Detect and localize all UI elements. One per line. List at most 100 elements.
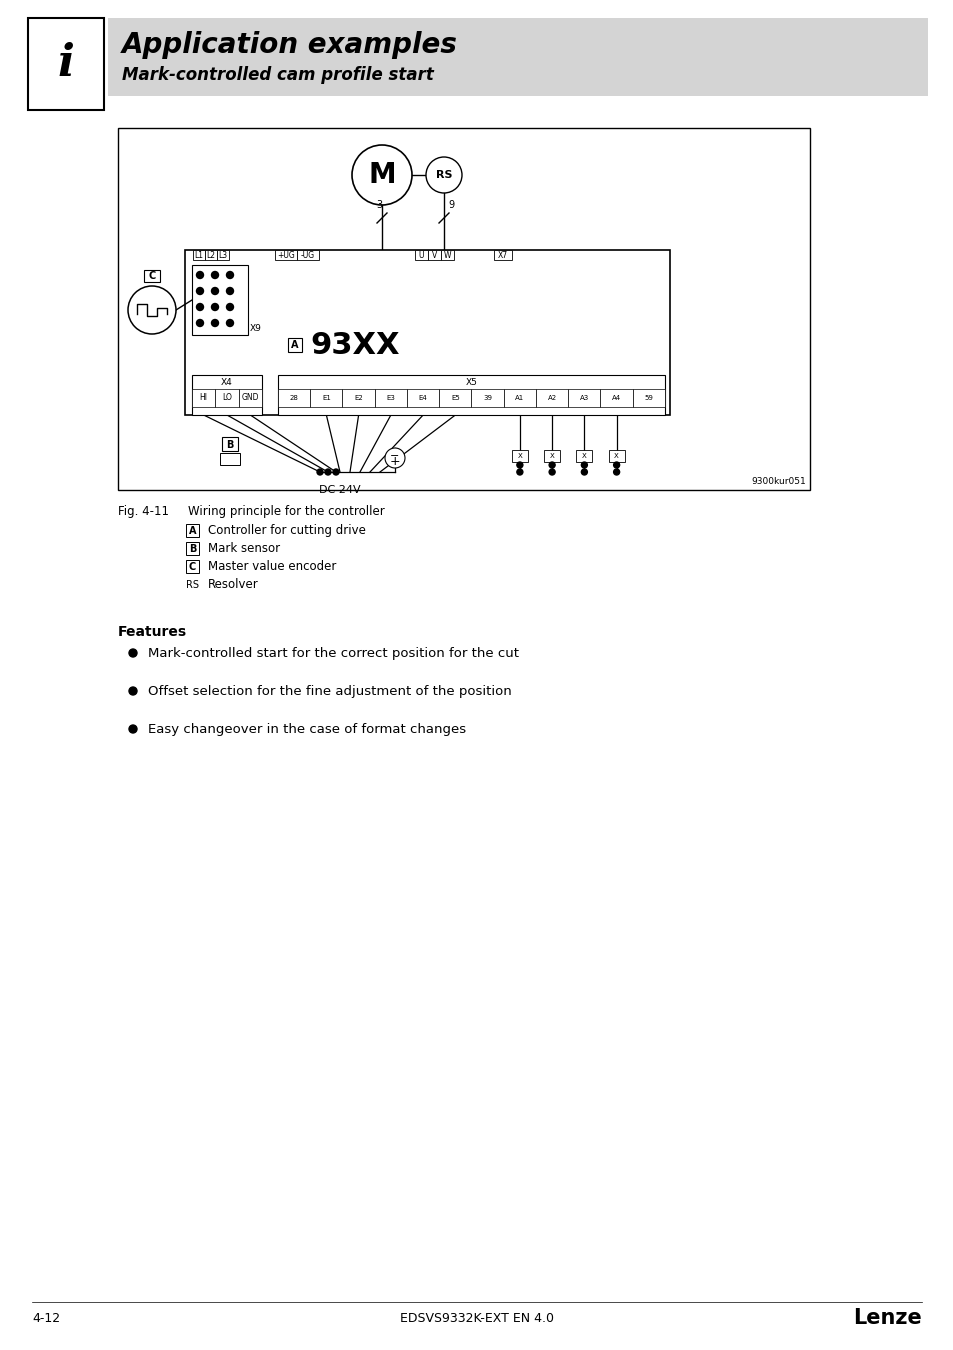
- Circle shape: [385, 448, 405, 468]
- Circle shape: [196, 271, 203, 278]
- Circle shape: [352, 144, 412, 205]
- Text: B: B: [189, 544, 196, 554]
- Bar: [494, 250, 512, 261]
- Text: 3: 3: [375, 200, 381, 211]
- Circle shape: [129, 725, 137, 733]
- Bar: [222, 437, 237, 451]
- Bar: [471, 389, 503, 406]
- Circle shape: [129, 649, 137, 657]
- Bar: [274, 250, 296, 261]
- Text: 59: 59: [644, 396, 653, 401]
- Text: X7: X7: [497, 251, 508, 259]
- Text: L1: L1: [194, 251, 203, 259]
- Text: A2: A2: [547, 396, 557, 401]
- Text: Mark-controlled start for the correct position for the cut: Mark-controlled start for the correct po…: [148, 647, 518, 660]
- Bar: [440, 250, 454, 261]
- Circle shape: [613, 468, 619, 475]
- Circle shape: [212, 288, 218, 294]
- Text: Wiring principle for the controller: Wiring principle for the controller: [188, 505, 384, 518]
- Text: +: +: [389, 455, 400, 468]
- Text: A3: A3: [579, 396, 588, 401]
- Text: E2: E2: [354, 396, 363, 401]
- Bar: [220, 454, 240, 464]
- Text: A4: A4: [612, 396, 620, 401]
- Bar: [186, 541, 199, 555]
- Text: RS: RS: [436, 170, 452, 180]
- Text: E1: E1: [321, 396, 331, 401]
- Circle shape: [580, 468, 587, 475]
- Text: W: W: [443, 251, 451, 259]
- Text: Mark-controlled cam profile start: Mark-controlled cam profile start: [122, 66, 434, 84]
- Bar: [576, 450, 592, 462]
- Bar: [192, 389, 215, 406]
- Text: X5: X5: [465, 378, 476, 387]
- Circle shape: [549, 462, 555, 468]
- Text: Features: Features: [118, 625, 187, 639]
- Circle shape: [212, 304, 218, 310]
- Text: Mark sensor: Mark sensor: [208, 541, 280, 555]
- Circle shape: [226, 271, 233, 278]
- Bar: [632, 389, 664, 406]
- Bar: [415, 250, 428, 261]
- Text: E4: E4: [418, 396, 427, 401]
- Circle shape: [128, 286, 175, 333]
- Bar: [108, 18, 927, 96]
- Bar: [216, 250, 229, 261]
- Text: X: X: [614, 454, 618, 459]
- Bar: [215, 389, 238, 406]
- Text: EDSVS9332K-EXT EN 4.0: EDSVS9332K-EXT EN 4.0: [399, 1311, 554, 1324]
- Circle shape: [196, 304, 203, 310]
- Text: A1: A1: [515, 396, 524, 401]
- Bar: [186, 524, 199, 537]
- Text: B: B: [226, 440, 233, 450]
- Bar: [438, 389, 471, 406]
- Text: U: U: [418, 251, 424, 259]
- Text: Lenze: Lenze: [852, 1308, 921, 1328]
- Bar: [193, 250, 205, 261]
- Bar: [205, 250, 216, 261]
- Text: C: C: [189, 562, 196, 571]
- Text: 9300kur051: 9300kur051: [750, 477, 805, 486]
- Bar: [375, 389, 407, 406]
- Text: X9: X9: [250, 324, 262, 333]
- Circle shape: [333, 468, 338, 475]
- Text: DC 24V: DC 24V: [319, 485, 360, 495]
- Text: E3: E3: [386, 396, 395, 401]
- Text: -UG: -UG: [300, 251, 314, 259]
- Circle shape: [580, 462, 587, 468]
- Bar: [288, 338, 302, 352]
- Bar: [192, 265, 248, 335]
- Text: X4: X4: [221, 378, 233, 387]
- Bar: [238, 389, 262, 406]
- Text: GND: GND: [241, 393, 259, 402]
- Text: i: i: [57, 42, 74, 85]
- Circle shape: [196, 320, 203, 327]
- Bar: [277, 375, 664, 414]
- Circle shape: [426, 157, 461, 193]
- Circle shape: [212, 271, 218, 278]
- Circle shape: [325, 468, 331, 475]
- Text: LO: LO: [222, 393, 232, 402]
- Text: Controller for cutting drive: Controller for cutting drive: [208, 524, 366, 537]
- Text: X: X: [581, 454, 586, 459]
- Bar: [536, 389, 568, 406]
- Text: −: −: [390, 451, 399, 460]
- Bar: [608, 450, 624, 462]
- Bar: [144, 270, 160, 282]
- Text: E5: E5: [451, 396, 459, 401]
- Text: +UG: +UG: [276, 251, 294, 259]
- Text: Application examples: Application examples: [122, 31, 457, 59]
- Bar: [428, 250, 440, 261]
- Bar: [296, 250, 318, 261]
- Bar: [543, 450, 559, 462]
- Circle shape: [549, 468, 555, 475]
- Text: X: X: [549, 454, 554, 459]
- Text: Fig. 4-11: Fig. 4-11: [118, 505, 169, 518]
- Text: L2: L2: [206, 251, 215, 259]
- Bar: [192, 375, 262, 414]
- Circle shape: [517, 462, 522, 468]
- Bar: [568, 389, 599, 406]
- Bar: [342, 389, 375, 406]
- Text: 9: 9: [448, 200, 454, 211]
- Bar: [277, 389, 310, 406]
